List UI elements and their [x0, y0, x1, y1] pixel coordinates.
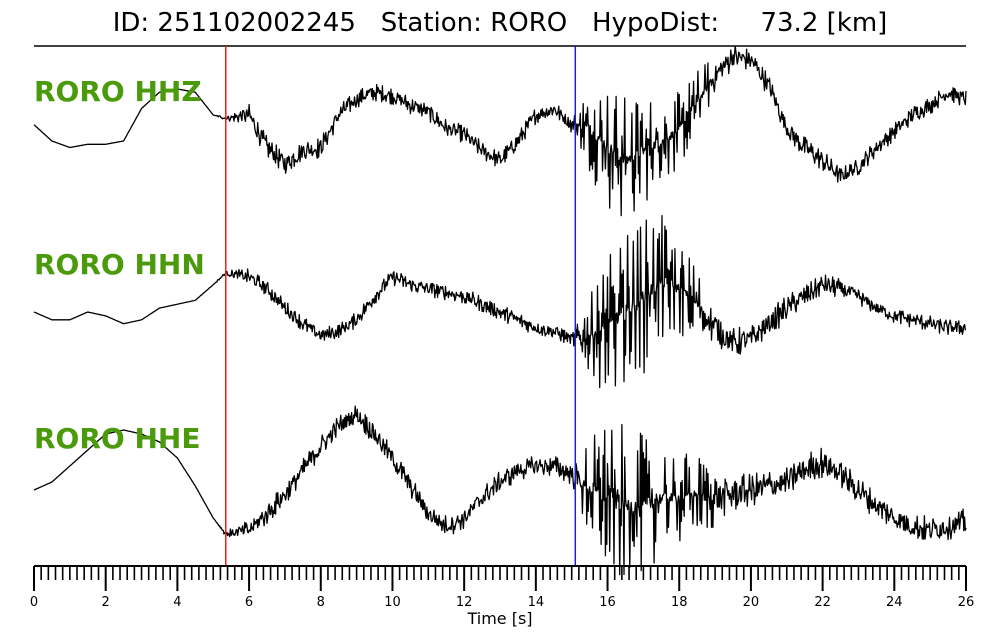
x-tick-label: 12: [456, 595, 473, 610]
x-tick-label: 10: [384, 595, 401, 610]
x-tick-label: 16: [599, 595, 616, 610]
x-tick-label: 18: [671, 595, 688, 610]
x-tick-label: 4: [173, 595, 181, 610]
station-label: Station:: [380, 8, 482, 38]
trace-roro-hhe: [33, 405, 967, 576]
event-id-label: ID:: [112, 8, 150, 38]
station-value: RORO: [490, 8, 568, 38]
x-tick-label: 14: [528, 595, 545, 610]
x-tick-label: 0: [30, 595, 38, 610]
hypodist-value: 73.2: [760, 8, 819, 38]
time-axis: 0 2 4 6 8 10 12 14 16 18 20 22 24 26: [30, 565, 975, 610]
x-tick-label: 2: [102, 595, 110, 610]
x-tick-label: 26: [958, 595, 975, 610]
chart-title: ID: 251102002245 Station: RORO HypoDist:…: [0, 8, 1000, 38]
trace-roro-hhz: [33, 45, 967, 217]
x-tick-label: 8: [317, 595, 325, 610]
trace-group: [33, 45, 967, 576]
x-tick-label: 20: [743, 595, 760, 610]
x-axis-title: Time [s]: [466, 609, 532, 628]
event-id-value: 251102002245: [157, 8, 356, 38]
trace-label-roro-hhz: RORO HHZ: [34, 75, 202, 108]
x-tick-label: 24: [886, 595, 903, 610]
hypodist-label: HypoDist:: [592, 8, 720, 38]
trace-labels: RORO HHZ RORO HHN RORO HHE: [34, 75, 205, 455]
pick-lines: [225, 46, 577, 566]
trace-label-roro-hhe: RORO HHE: [34, 422, 200, 455]
x-tick-label: 6: [245, 595, 253, 610]
trace-roro-hhn: [33, 215, 967, 389]
x-tick-label: 22: [814, 595, 831, 610]
trace-label-roro-hhn: RORO HHN: [34, 248, 205, 281]
hypodist-unit: [km]: [826, 8, 888, 38]
